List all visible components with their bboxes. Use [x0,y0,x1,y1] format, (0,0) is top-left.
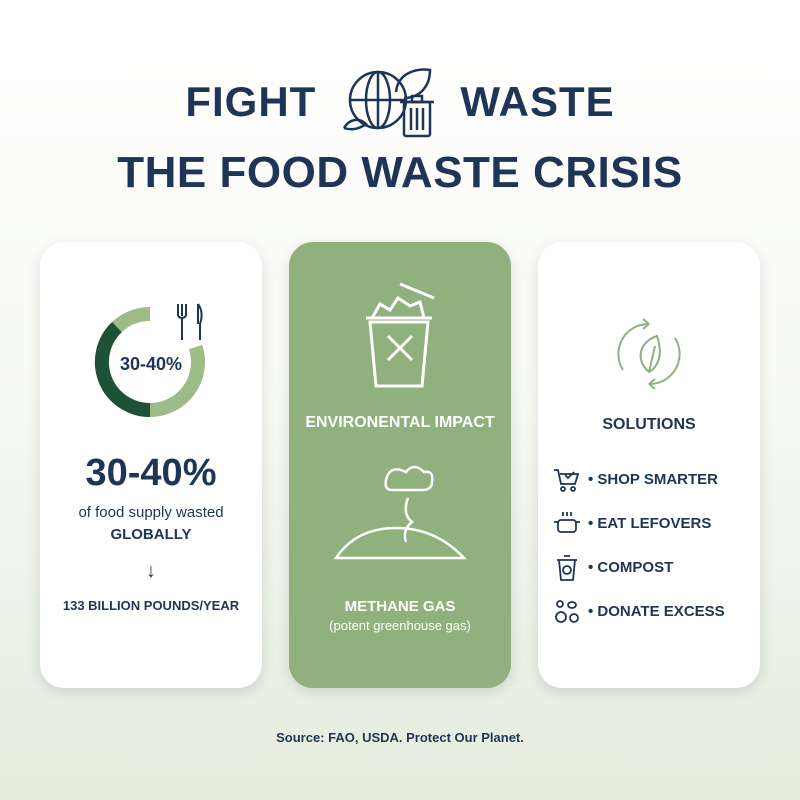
stat-card: 30-40% 30-40% of food supply wasted GLOB… [40,242,262,688]
solution-item: • EAT LEFOVERS [552,508,711,538]
gas-note: (potent greenhouse gas) [329,618,471,633]
page-title: THE FOOD WASTE CRISIS [117,148,683,197]
impact-card: ENVIRONENTAL IMPACT METHANE GAS (potent … [289,242,511,688]
donate-food-icon [555,600,579,623]
overflowing-trash-icon [366,282,435,388]
solutions-heading: SOLUTIONS [602,416,696,433]
solution-label: • SHOP SMARTER [588,470,718,488]
impact-heading: ENVIRONENTAL IMPACT [305,414,495,431]
title-word-fight: FIGHT [185,78,317,125]
fork-knife-icon [177,303,203,340]
title-word-waste: WASTE [460,78,615,125]
solution-item: • COMPOST [552,552,673,582]
solution-label: • COMPOST [588,558,674,576]
ring-label: 30-40% [119,354,183,374]
stat-scope: GLOBALLY [110,526,192,543]
stat-desc: of food supply wasted [78,504,224,521]
arrow-down-icon: ↓ [146,560,156,582]
pot-icon [554,512,580,533]
solution-label: • EAT LEFOVERS [588,514,712,532]
globe-leaf-trash-icon [343,68,435,138]
solutions-card: SOLUTIONS • SHOP SMARTER • EAT LEFOVERS … [538,242,760,688]
gas-name: METHANE GAS [344,598,456,615]
stat-amount: 133 BILLION POUNDS/YEAR [62,598,240,613]
solution-label: • DONATE EXCESS [588,602,725,620]
solution-item: • SHOP SMARTER [552,464,718,494]
landfill-cloud-icon [333,465,467,560]
compost-bin-icon [557,555,577,581]
cart-icon [554,469,580,492]
percent-ring [94,303,205,418]
recycle-leaf-icon [617,318,681,390]
source-note: Source: FAO, USDA. Protect Our Planet. [276,730,524,745]
solution-item: • DONATE EXCESS [552,596,725,626]
stat-value: 30-40% [85,452,217,494]
header-title: FIGHT WASTE [0,62,800,142]
